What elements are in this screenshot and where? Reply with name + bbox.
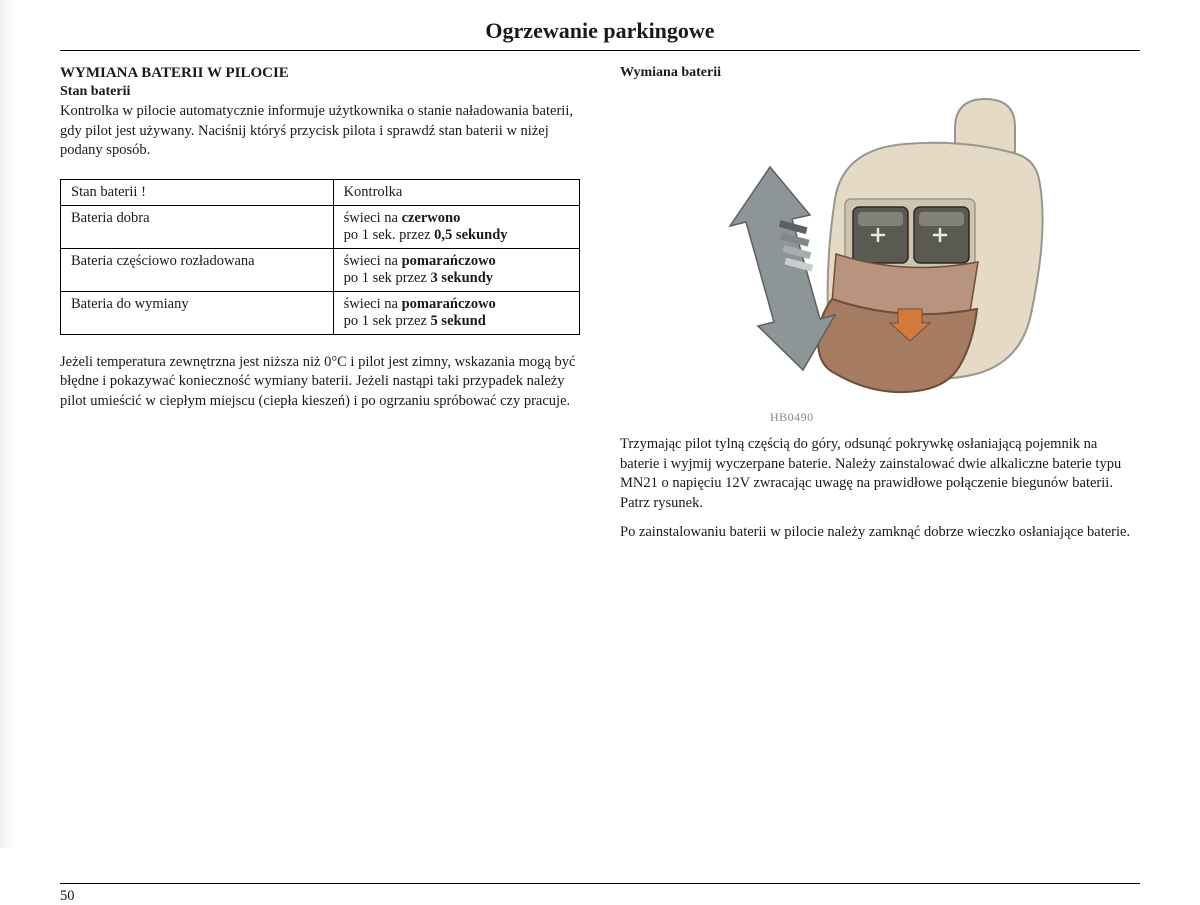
table-cell-state: Bateria do wymiany [61,291,334,334]
left-subheading: Stan baterii [60,84,580,100]
right-para1: Trzymając pilot tylną częścią do góry, o… [620,435,1140,513]
table-cell-indicator: świeci na pomarańczowo po 1 sek przez 5 … [333,291,579,334]
battery-table: Stan baterii ! Kontrolka Bateria dobra ś… [60,179,580,335]
table-cell-state: Bateria częściowo rozładowana [61,248,334,291]
figure-caption: HB0490 [770,410,1140,425]
columns: WYMIANA BATERII W PILOCIE Stan baterii K… [60,65,1140,553]
column-right: Wymiana baterii [620,65,1140,553]
right-para2: Po zainstalowaniu baterii w pilocie nale… [620,523,1140,543]
table-cell-state: Bateria dobra [61,205,334,248]
table-header-col1: Stan baterii ! [61,179,334,205]
page: Ogrzewanie parkingowe WYMIANA BATERII W … [0,0,1200,905]
table-row: Bateria częściowo rozładowana świeci na … [61,248,580,291]
left-heading: WYMIANA BATERII W PILOCIE [60,65,580,82]
right-heading: Wymiana baterii [620,65,1140,81]
page-title: Ogrzewanie parkingowe [60,18,1140,44]
scan-shadow [0,0,14,848]
table-cell-indicator: świeci na pomarańczowo po 1 sek przez 3 … [333,248,579,291]
table-row: Bateria do wymiany świeci na pomarańczow… [61,291,580,334]
figure [620,89,1140,404]
column-left: WYMIANA BATERII W PILOCIE Stan baterii K… [60,65,580,553]
rule-bottom [60,883,1140,884]
left-note: Jeżeli temperatura zewnętrzna jest niższ… [60,353,580,412]
page-number: 50 [60,888,1140,905]
rule-top [60,50,1140,51]
table-header-col2: Kontrolka [333,179,579,205]
left-intro: Kontrolka w pilocie automatycznie inform… [60,102,580,161]
table-row: Bateria dobra świeci na czerwono po 1 se… [61,205,580,248]
table-cell-indicator: świeci na czerwono po 1 sek. przez 0,5 s… [333,205,579,248]
remote-illustration [620,89,1120,399]
table-header-row: Stan baterii ! Kontrolka [61,179,580,205]
